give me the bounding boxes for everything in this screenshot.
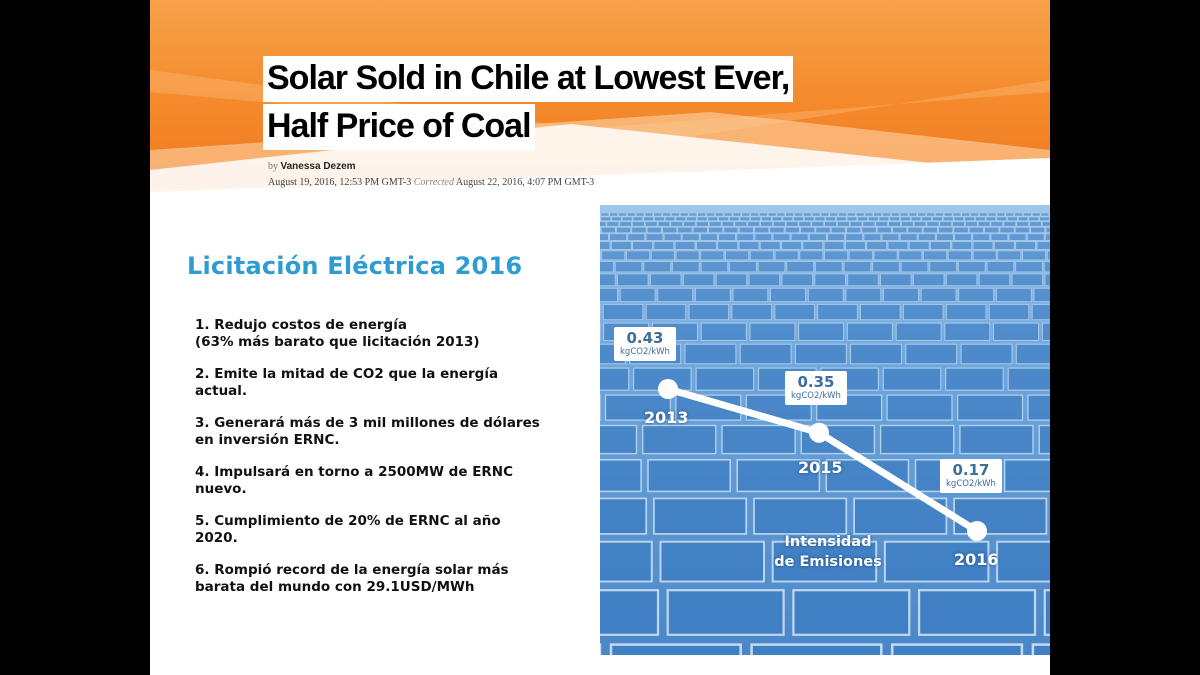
corrected-label: Corrected (413, 177, 454, 188)
point-item: 4. Impulsará en torno a 2500MW de ERNC nu… (195, 464, 555, 498)
data-point-2016 (967, 521, 987, 541)
points-list: 1. Redujo costos de energía (63% más bara… (195, 317, 555, 611)
slide: Solar Sold in Chile at Lowest Ever, Half… (150, 0, 1050, 675)
headline-line-2: Half Price of Coal (263, 104, 535, 150)
author-link[interactable]: Vanessa Dezem (280, 161, 356, 172)
byline-dates-row: August 19, 2016, 12:53 PM GMT-3 Correcte… (268, 175, 594, 191)
point-item: 6. Rompió record de la energía solar más… (195, 562, 555, 596)
corrected-date: August 22, 2016, 4:07 PM GMT-3 (455, 177, 595, 188)
chart-label-line-1: Intensidad (784, 534, 872, 550)
value-box-2015: 0.35 kgCO2/kWh (785, 371, 847, 405)
headline-line-1: Solar Sold in Chile at Lowest Ever, (263, 56, 794, 102)
solar-panel-background (600, 205, 1050, 655)
point-1-line1: 1. Redujo costos de energía (195, 317, 407, 333)
point-4-line1: 4. Impulsará en torno a 2500MW de ERNC (195, 464, 514, 480)
point-3-line1: 3. Generará más de 3 mil millones de dól… (195, 415, 540, 431)
chart-label-line-2: de Emisiones (774, 554, 882, 570)
byline: by Vanessa Dezem August 19, 2016, 12:53 … (268, 159, 594, 191)
unit-2013: kgCO2/kWh (620, 347, 670, 357)
emissions-line (658, 379, 987, 541)
byline-author-row: by Vanessa Dezem (268, 159, 594, 175)
value-2016: 0.17 (952, 461, 990, 479)
point-item: 2. Emite la mitad de CO2 que la energía a… (195, 366, 555, 400)
point-3-line2: en inversión ERNC. (195, 432, 340, 448)
point-6-line2: barata del mundo con 29.1USD/MWh (195, 579, 475, 595)
published-date: August 19, 2016, 12:53 PM GMT-3 (268, 177, 412, 188)
unit-2016: kgCO2/kWh (946, 479, 996, 489)
data-point-2015 (809, 422, 829, 443)
unit-2015: kgCO2/kWh (791, 391, 841, 401)
value-2013: 0.43 (626, 329, 664, 347)
point-4-line2: nuevo. (195, 481, 247, 497)
value-box-2016: 0.17 kgCO2/kWh (940, 459, 1002, 493)
infographic-title: Licitación Eléctrica 2016 (187, 252, 523, 280)
value-2015: 0.35 (797, 373, 835, 391)
point-5-line2: 2020. (195, 530, 238, 546)
point-2-line2: actual. (195, 383, 248, 399)
article-headline: Solar Sold in Chile at Lowest Ever, Half… (263, 56, 794, 152)
year-2016: 2016 (954, 550, 999, 569)
value-box-2013: 0.43 kgCO2/kWh (614, 327, 676, 361)
point-item: 1. Redujo costos de energía (63% más bara… (195, 317, 555, 351)
point-item: 3. Generará más de 3 mil millones de dól… (195, 415, 555, 449)
banner-graphic (150, 0, 1050, 200)
point-item: 5. Cumplimiento de 20% de ERNC al año 202… (195, 513, 555, 547)
point-1-line2: (63% más barato que licitación 2013) (195, 334, 480, 350)
byline-by: by (268, 161, 278, 172)
solar-panel-chart: 0.43 kgCO2/kWh 0.35 kgCO2/kWh 0.17 kgCO2… (600, 205, 1050, 655)
year-2013: 2013 (644, 408, 689, 427)
point-6-line1: 6. Rompió record de la energía solar más (195, 562, 509, 578)
point-5-line1: 5. Cumplimiento de 20% de ERNC al año (195, 513, 501, 529)
orange-banner (150, 0, 1050, 200)
point-2-line1: 2. Emite la mitad de CO2 que la energía (195, 366, 499, 382)
data-point-2013 (658, 379, 678, 399)
year-2015: 2015 (798, 458, 843, 477)
chart-label: Intensidad de Emisiones (758, 532, 898, 572)
